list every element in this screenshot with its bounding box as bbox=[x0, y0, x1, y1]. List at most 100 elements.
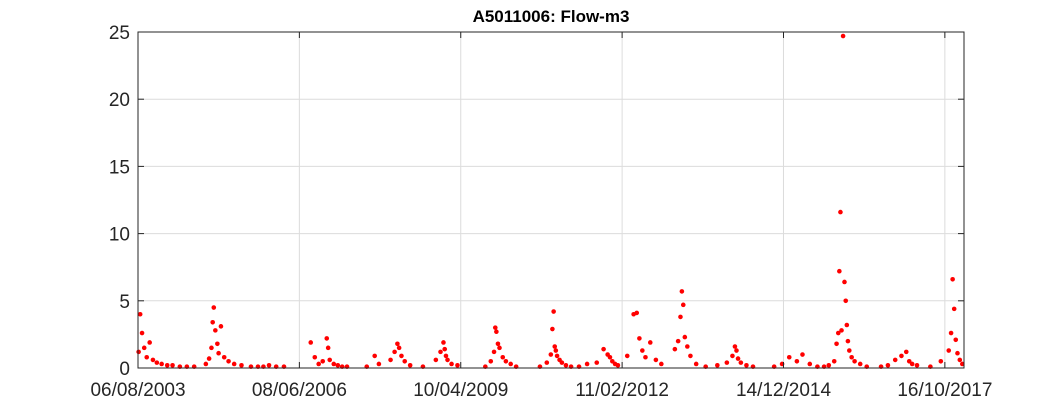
y-tick-label: 15 bbox=[109, 157, 130, 178]
data-point bbox=[643, 355, 648, 360]
data-point bbox=[683, 335, 688, 340]
data-point bbox=[957, 358, 962, 363]
data-point bbox=[608, 355, 613, 360]
x-tick-label: 10/04/2009 bbox=[413, 380, 508, 401]
data-point bbox=[210, 320, 215, 325]
data-point bbox=[445, 358, 450, 363]
data-point bbox=[739, 360, 744, 365]
data-point bbox=[151, 358, 156, 363]
data-point bbox=[841, 34, 846, 39]
data-point bbox=[837, 269, 842, 274]
data-point bbox=[372, 354, 377, 359]
data-point bbox=[910, 362, 915, 367]
plot-area bbox=[138, 32, 964, 368]
data-point bbox=[730, 354, 735, 359]
data-point bbox=[852, 359, 857, 364]
data-point bbox=[395, 342, 400, 347]
data-point bbox=[551, 309, 556, 314]
data-point bbox=[170, 363, 175, 368]
data-point bbox=[144, 355, 149, 360]
data-point bbox=[449, 362, 454, 367]
y-axis-tick-labels: 0 5 10 15 20 25 bbox=[109, 23, 130, 380]
data-point bbox=[216, 351, 221, 356]
data-point bbox=[444, 354, 449, 359]
data-point bbox=[442, 347, 447, 352]
data-point bbox=[625, 354, 630, 359]
data-point bbox=[504, 359, 509, 364]
data-point bbox=[893, 358, 898, 363]
data-point bbox=[839, 328, 844, 333]
data-point bbox=[715, 363, 720, 368]
data-point bbox=[678, 315, 683, 320]
data-point bbox=[215, 342, 220, 347]
data-point bbox=[336, 363, 341, 368]
data-point bbox=[312, 355, 317, 360]
data-point bbox=[308, 340, 313, 345]
data-point bbox=[441, 340, 446, 345]
x-axis-tick-labels: 06/08/2003 08/06/2006 10/04/2009 11/02/2012… bbox=[90, 380, 992, 401]
data-point bbox=[736, 356, 741, 361]
data-point bbox=[939, 359, 944, 364]
data-point bbox=[834, 342, 839, 347]
data-point bbox=[904, 350, 909, 355]
data-point bbox=[136, 350, 141, 355]
data-point bbox=[316, 362, 321, 367]
x-tick-label: 08/06/2006 bbox=[252, 380, 347, 401]
data-point bbox=[694, 362, 699, 367]
y-tick-label: 10 bbox=[109, 225, 130, 246]
data-point bbox=[846, 339, 851, 344]
data-point bbox=[544, 360, 549, 365]
data-point bbox=[492, 350, 497, 355]
data-point bbox=[508, 362, 513, 367]
data-point bbox=[552, 344, 557, 349]
y-tick-label: 25 bbox=[109, 23, 130, 44]
data-point bbox=[847, 348, 852, 353]
data-point bbox=[493, 325, 498, 330]
data-point bbox=[845, 323, 850, 328]
data-point bbox=[637, 336, 642, 341]
data-point bbox=[795, 359, 800, 364]
y-tick-label: 0 bbox=[119, 359, 130, 380]
data-point bbox=[842, 280, 847, 285]
data-point bbox=[138, 312, 143, 317]
data-point bbox=[140, 331, 145, 336]
data-point bbox=[688, 354, 693, 359]
data-point bbox=[267, 363, 272, 368]
data-point bbox=[676, 339, 681, 344]
data-point bbox=[226, 359, 231, 364]
data-point bbox=[832, 359, 837, 364]
data-point bbox=[331, 362, 336, 367]
data-point bbox=[204, 362, 209, 367]
data-point bbox=[949, 331, 954, 336]
x-tick-label: 14/12/2014 bbox=[736, 380, 832, 401]
data-point bbox=[434, 358, 439, 363]
data-point bbox=[585, 362, 590, 367]
data-point bbox=[733, 344, 738, 349]
data-point bbox=[915, 363, 920, 368]
data-point bbox=[399, 354, 404, 359]
data-point bbox=[659, 362, 664, 367]
data-point bbox=[496, 342, 501, 347]
data-point bbox=[388, 358, 393, 363]
data-point bbox=[155, 360, 160, 365]
y-tick-label: 5 bbox=[119, 292, 130, 313]
data-point bbox=[438, 350, 443, 355]
data-point bbox=[648, 340, 653, 345]
data-point bbox=[640, 348, 645, 353]
data-point bbox=[673, 347, 678, 352]
data-point bbox=[549, 352, 554, 357]
data-point bbox=[455, 363, 460, 368]
data-point bbox=[550, 327, 555, 332]
x-tick-label: 06/08/2003 bbox=[90, 380, 185, 401]
data-point bbox=[397, 346, 402, 351]
data-point bbox=[734, 348, 739, 353]
data-point bbox=[886, 363, 891, 368]
data-point bbox=[838, 210, 843, 215]
data-point bbox=[327, 358, 332, 363]
data-point bbox=[402, 359, 407, 364]
data-point bbox=[807, 362, 812, 367]
data-point bbox=[320, 359, 325, 364]
data-point bbox=[946, 348, 951, 353]
data-point bbox=[232, 362, 237, 367]
data-point bbox=[392, 350, 397, 355]
